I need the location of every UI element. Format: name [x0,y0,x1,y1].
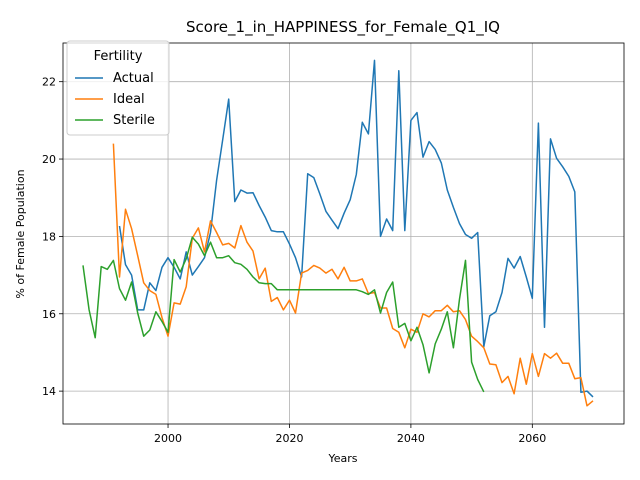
x-axis-label: Years [327,452,357,465]
x-tick-label: 2000 [154,432,182,445]
x-tick-label: 2020 [275,432,303,445]
y-tick-label: 18 [42,230,56,243]
chart-title: Score_1_in_HAPPINESS_for_Female_Q1_IQ [186,18,500,37]
x-tick-label: 2060 [518,432,546,445]
legend-label-sterile: Sterile [113,113,155,128]
y-tick-label: 16 [42,308,56,321]
y-tick-label: 22 [42,76,56,89]
legend: Fertility Actual Ideal Sterile [67,41,169,135]
y-axis-label: % of Female Population [14,169,27,298]
legend-title: Fertility [94,49,143,64]
legend-label-ideal: Ideal [113,92,145,107]
x-tick-label: 2040 [397,432,425,445]
y-tick-label: 14 [42,385,56,398]
legend-label-actual: Actual [113,71,154,86]
y-tick-label: 20 [42,153,56,166]
